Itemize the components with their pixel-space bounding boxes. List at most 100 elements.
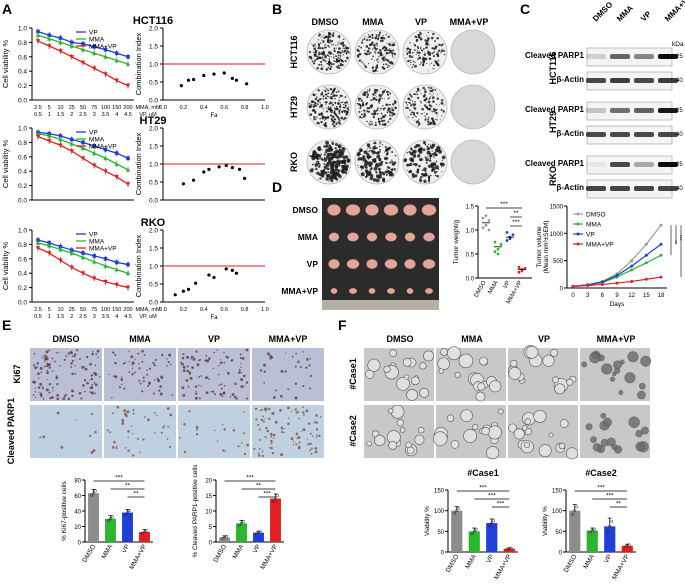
organoid [446, 414, 455, 422]
colony [328, 35, 331, 38]
colony [338, 47, 341, 50]
ci-point [202, 73, 206, 78]
colony [368, 122, 370, 125]
colony [365, 104, 368, 106]
stained-nucleus [34, 366, 38, 370]
blot-band [586, 132, 606, 137]
stained-nucleus [254, 407, 258, 411]
stained-nucleus [143, 354, 146, 357]
stained-nucleus [78, 391, 82, 395]
legend-marker [576, 212, 580, 216]
colony [409, 109, 411, 112]
replicate-point [259, 530, 262, 534]
data-point [114, 51, 119, 55]
stained-nucleus [131, 454, 135, 457]
colony [383, 49, 386, 52]
colony [423, 167, 427, 171]
colony [321, 56, 324, 59]
colony [363, 109, 366, 112]
panel-f: DMSO MMA VP MMA+VP#Case1#Case2#Case10501001… [348, 334, 652, 581]
x-tick-label: MMA+VP [493, 554, 513, 581]
colony [442, 110, 445, 113]
x-tick-label: 4 [115, 314, 118, 320]
colony [342, 155, 346, 160]
colony [347, 51, 350, 54]
colony [339, 160, 343, 164]
colony [375, 171, 378, 174]
colony [332, 92, 334, 94]
x-tick-label: DMSO [212, 544, 228, 564]
colony [314, 155, 317, 158]
colony [369, 51, 372, 54]
y-tick-label: 0.4 [18, 169, 27, 176]
replicate-point [109, 517, 112, 521]
colony [343, 46, 345, 48]
stained-nucleus [36, 366, 39, 368]
colony [316, 103, 319, 106]
stained-nucleus [131, 373, 134, 376]
band-label: Cleaved PARP1 [525, 51, 585, 60]
colony [328, 144, 331, 147]
colony [363, 163, 368, 167]
stained-nucleus [240, 378, 244, 382]
colony [372, 112, 376, 116]
colony [327, 171, 329, 174]
colony [324, 90, 327, 93]
colony [315, 168, 318, 171]
stained-nucleus [114, 353, 117, 357]
data-point [659, 242, 663, 246]
colony [425, 40, 427, 42]
colony [437, 147, 441, 151]
colony [385, 103, 389, 107]
colony [363, 150, 368, 155]
colony [430, 154, 433, 157]
colony [434, 174, 437, 177]
stained-nucleus [223, 384, 226, 387]
stained-nucleus [122, 362, 125, 365]
organoid [406, 389, 418, 401]
colony [324, 97, 327, 100]
stained-nucleus [230, 358, 234, 362]
stained-nucleus [200, 385, 203, 388]
colony [361, 110, 363, 112]
stained-nucleus [223, 428, 226, 431]
colony [312, 105, 314, 107]
x-tick-label: 0.6 [220, 307, 228, 313]
colony [324, 89, 326, 91]
stained-nucleus [86, 381, 89, 385]
colony [436, 103, 438, 105]
colony [392, 49, 395, 52]
colony [325, 93, 328, 95]
replicate-point [128, 509, 131, 513]
data-point [125, 271, 131, 275]
organoid [552, 376, 559, 384]
colony [439, 162, 443, 166]
stained-nucleus [186, 365, 189, 368]
colony [340, 59, 342, 61]
colony [419, 47, 422, 49]
colony [424, 170, 427, 173]
organoid [548, 432, 554, 438]
colony [382, 34, 384, 37]
y-axis-label: Combination Index [134, 132, 143, 195]
colony [319, 102, 322, 104]
colony [325, 140, 329, 145]
y-tick-label: 10 [205, 510, 212, 516]
colony [345, 60, 347, 62]
colony [415, 120, 419, 124]
colony [430, 96, 432, 98]
stained-nucleus [307, 422, 311, 425]
colony [406, 163, 410, 167]
y-tick-label: 0.8 [18, 40, 27, 47]
colony [412, 60, 414, 63]
cell-line-label-RKO: RKO [548, 166, 558, 186]
organoid [510, 359, 518, 368]
colony [378, 145, 381, 148]
colony [409, 59, 412, 62]
stained-nucleus [265, 426, 268, 430]
x-tick-label: VP [503, 280, 512, 290]
colony [346, 111, 349, 113]
stained-nucleus [138, 367, 141, 370]
colony [430, 174, 432, 177]
weight-point [481, 226, 485, 230]
